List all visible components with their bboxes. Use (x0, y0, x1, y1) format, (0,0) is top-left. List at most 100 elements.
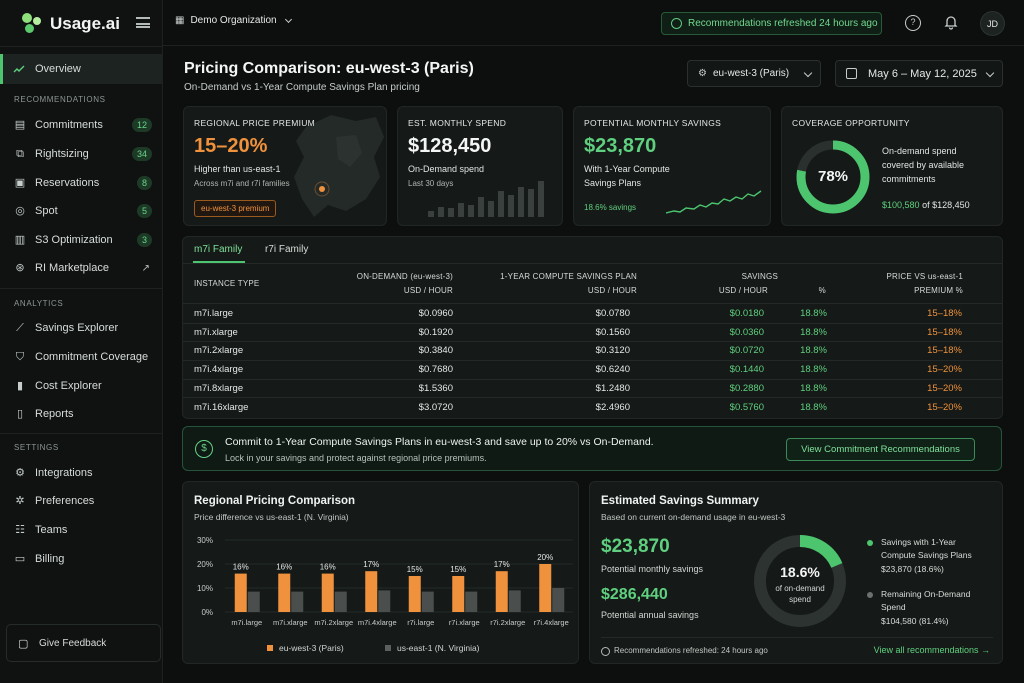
cell-ondemand: $3.0720 (418, 401, 453, 413)
menu-toggle-icon[interactable] (136, 17, 150, 28)
org-switcher[interactable]: ▦ Demo Organization (175, 15, 292, 26)
legend-dot-gray (867, 592, 873, 598)
users-icon: ☷ (15, 524, 25, 536)
spend-sparkbars (428, 181, 544, 217)
sidebar: Usage.ai Overview RECOMMENDATIONS ▤ Commi… (0, 0, 163, 683)
kpi-label: EST. MONTHLY SPEND (408, 118, 507, 128)
cell-savings-pct: 18.8% (800, 382, 827, 394)
sidebar-item-label: Reports (35, 408, 74, 420)
legend-us-east-1: us-east-1 (N. Virginia) (385, 643, 480, 653)
savings-sparkline (666, 190, 762, 214)
kpi-caption-2: Savings Plans (584, 178, 642, 188)
region-select[interactable]: ⚙ eu-west-3 (Paris) (687, 60, 821, 87)
banner-subtext: Lock in your savings and protect against… (225, 453, 487, 463)
brand-logo[interactable]: Usage.ai (22, 13, 120, 35)
chat-icon: ▢ (18, 637, 29, 650)
kpi-coverage: COVERAGE OPPORTUNITY 78% On-demand spend… (781, 106, 1003, 226)
y-tick-label: 0% (201, 608, 213, 617)
cell-ondemand: $0.3840 (418, 345, 453, 357)
bell-icon[interactable] (944, 14, 958, 30)
section-title: Estimated Savings Summary (601, 495, 759, 507)
sidebar-item-s3[interactable]: ▥ S3 Optimization 3 (0, 228, 162, 252)
bar-us-east-1 (421, 591, 434, 612)
bar-us-east-1 (465, 591, 478, 612)
date-range-value: May 6 – May 12, 2025 (868, 67, 977, 80)
avatar[interactable]: JD (980, 11, 1005, 36)
sidebar-item-commitments[interactable]: ▤ Commitments 12 (0, 113, 162, 137)
view-all-recommendations-link[interactable]: View all recommendations → (873, 645, 990, 655)
y-tick-label: 30% (197, 536, 213, 545)
col-savings-unit: USD / HOUR (718, 286, 768, 295)
count-badge: 3 (136, 233, 152, 247)
regional-pricing-card: Regional Pricing Comparison Price differ… (182, 481, 579, 664)
cell-premium: 15–20% (927, 401, 962, 413)
cell-ondemand: $0.7680 (418, 364, 453, 376)
cell-savings-plan: $1.2480 (595, 382, 630, 394)
sidebar-item-cost-explorer[interactable]: ▮ Cost Explorer (0, 374, 162, 398)
sidebar-item-billing[interactable]: ▭ Billing (0, 547, 162, 571)
date-range-select[interactable]: May 6 – May 12, 2025 (835, 60, 1003, 87)
cell-savings: $0.5760 (729, 401, 764, 413)
regional-bar-chart: 30% 20% 10% 0% 16% m7i.large 16% m7i.xlarge 16% m… (197, 536, 573, 627)
sidebar-item-teams[interactable]: ☷ Teams (0, 518, 162, 542)
tab-m7i[interactable]: m7i Family (194, 244, 243, 255)
bar-data-label: 17% (494, 560, 510, 569)
col-savings-plan-unit: USD / HOUR (587, 286, 637, 295)
cell-savings-plan: $0.1560 (595, 326, 630, 338)
section-settings: SETTINGS (14, 443, 59, 452)
trend-icon (13, 65, 25, 73)
sidebar-item-savings-explorer[interactable]: ⟋ Savings Explorer (0, 316, 162, 340)
sidebar-item-reservations[interactable]: ▣ Reservations 8 (0, 171, 162, 195)
cell-instance-type: m7i.8xlarge (194, 382, 244, 394)
external-link-icon: ↗ (141, 262, 150, 274)
bar-eu-west-3 (365, 571, 378, 612)
coverage-donut (796, 140, 870, 214)
bar-eu-west-3 (495, 571, 508, 612)
sidebar-item-label: Overview (35, 63, 81, 75)
sidebar-item-ri-marketplace[interactable]: ⊛ RI Marketplace ↗ (0, 256, 162, 280)
storage-icon: ▥ (14, 234, 26, 246)
sidebar-item-overview[interactable]: Overview (0, 57, 162, 81)
cell-savings: $0.0360 (729, 326, 764, 338)
sidebar-item-reports[interactable]: ▯ Reports (0, 402, 162, 426)
row-divider (183, 397, 1002, 399)
legend-label: eu-west-3 (Paris) (279, 643, 344, 653)
sidebar-item-commitment-coverage[interactable]: ⛉ Commitment Coverage (0, 345, 162, 369)
cell-savings-plan: $2.4960 (595, 401, 630, 413)
sidebar-item-preferences[interactable]: ✲ Preferences (0, 489, 162, 513)
sidebar-item-label: Rightsizing (35, 148, 89, 160)
tab-r7i[interactable]: r7i Family (265, 244, 309, 255)
col-price-vs-unit: PREMIUM % (914, 286, 963, 295)
help-icon[interactable]: ? (905, 15, 921, 31)
cell-premium: 15–18% (927, 308, 962, 319)
kpi-label: POTENTIAL MONTHLY SAVINGS (584, 118, 722, 128)
kpi-value: 15–20% (194, 135, 268, 157)
status-badge: eu-west-3 premium (194, 200, 277, 217)
col-savings-plan: 1-YEAR COMPUTE SAVINGS PLAN (500, 272, 637, 281)
sidebar-item-label: Savings Explorer (35, 322, 119, 334)
coverage-caption-2: covered by available (882, 160, 965, 170)
sidebar-item-spot[interactable]: ◎ Spot 5 (0, 199, 162, 223)
sidebar-item-label: Spot (35, 205, 58, 217)
coverage-caption-3: commitments (882, 174, 936, 184)
count-badge: 12 (131, 118, 152, 132)
x-tick-label: r7i.4xlarge (534, 618, 569, 627)
cell-savings-pct: 18.8% (800, 308, 827, 319)
sidebar-item-label: RI Marketplace (35, 262, 109, 274)
sidebar-item-rightsizing[interactable]: ⧉ Rightsizing 34 (0, 142, 162, 166)
clock-icon (671, 18, 682, 29)
bar-eu-west-3 (234, 573, 247, 612)
view-commitment-recommendations-button[interactable]: View Commitment Recommendations (786, 438, 975, 461)
give-feedback-button[interactable]: ▢ Give Feedback (6, 624, 161, 662)
bar-data-label: 20% (537, 553, 553, 562)
bar-data-label: 16% (233, 563, 249, 572)
x-tick-label: m7i.large (231, 618, 262, 627)
kpi-subcaption: 18.6% savings (584, 203, 637, 212)
col-price-vs: PRICE VS us-east-1 (886, 272, 963, 281)
nav-overview-highlight (0, 54, 162, 84)
kpi-caption: Higher than us-east-1 (194, 164, 281, 174)
europe-map-graphic (294, 115, 384, 217)
savings-summary-card: Estimated Savings Summary Based on curre… (589, 481, 1003, 664)
cell-premium: 15–20% (927, 382, 962, 394)
sidebar-item-integrations[interactable]: ⚙ Integrations (0, 461, 162, 485)
